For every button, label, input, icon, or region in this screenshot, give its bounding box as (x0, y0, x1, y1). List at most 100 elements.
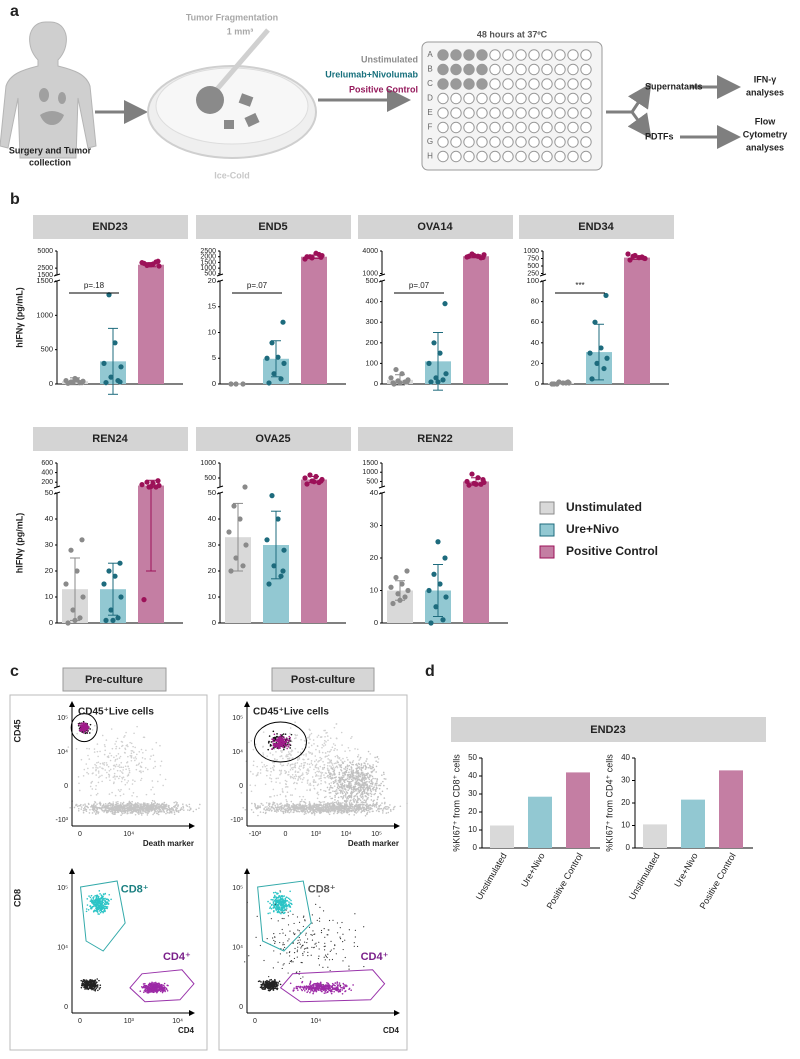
event-dot (360, 785, 362, 788)
event-dot (303, 758, 305, 761)
event-dot (296, 810, 298, 813)
event-dot (373, 799, 375, 802)
event-dot (140, 779, 142, 782)
header-box (519, 215, 674, 239)
event-dot (277, 777, 279, 780)
event-dot (303, 764, 305, 766)
event-dot (340, 785, 343, 788)
event-dot (126, 803, 128, 806)
event-dot (115, 740, 117, 743)
event-dot (140, 771, 142, 774)
event-dot (347, 807, 350, 810)
event-dot (334, 744, 337, 747)
event-dot (351, 803, 354, 806)
event-dot (349, 762, 352, 764)
event-dot (104, 749, 107, 752)
event-dot (319, 809, 321, 812)
event-dot (306, 789, 308, 791)
event-dot (298, 765, 301, 767)
well (437, 107, 449, 119)
plate-row: H (427, 152, 433, 161)
event-dot (355, 763, 357, 766)
event-dot (372, 777, 374, 780)
header-box (33, 427, 188, 451)
event-dot (92, 767, 94, 769)
event-dot (381, 790, 384, 793)
event-dot (313, 768, 315, 771)
event-dot (374, 777, 376, 780)
axis-break (216, 485, 224, 489)
event-dot (366, 812, 368, 815)
event-dot (347, 747, 350, 749)
petri-inner (155, 67, 309, 145)
event-dot (300, 800, 303, 803)
event-dot (142, 983, 145, 985)
event-dot (383, 797, 386, 799)
event-dot (129, 807, 132, 809)
event-dot (95, 810, 97, 812)
event-dot (318, 800, 321, 803)
event-dot (154, 760, 156, 763)
event-dot (134, 802, 137, 804)
event-dot (119, 809, 121, 812)
y-axis-label: %KI67⁺ from CD8⁺ cells (451, 754, 461, 852)
event-dot (305, 804, 308, 807)
event-dot (85, 979, 88, 981)
event-dot (367, 792, 369, 795)
event-dot (116, 811, 118, 814)
event-dot (134, 813, 137, 816)
event-dot (352, 806, 354, 808)
y-tick-label: 30 (45, 540, 53, 549)
event-dot (139, 810, 141, 812)
event-dot (329, 765, 331, 767)
plate-label: 48 hours at 37ºC (477, 29, 548, 39)
event-dot (91, 986, 94, 988)
event-dot (289, 727, 292, 729)
event-dot (373, 769, 375, 772)
event-dot (300, 808, 302, 811)
event-dot (153, 984, 156, 987)
event-dot (85, 810, 88, 813)
well (476, 92, 488, 105)
event-dot (333, 790, 336, 793)
event-dot (89, 728, 91, 730)
event-dot (242, 806, 244, 809)
event-dot (163, 801, 166, 804)
data-point (101, 360, 107, 366)
event-dot (352, 778, 355, 780)
event-dot (304, 802, 307, 804)
event-dot (104, 745, 106, 748)
event-dot (84, 809, 86, 811)
event-dot (118, 766, 121, 768)
y-tick-label: 0 (64, 1004, 68, 1011)
event-dot (352, 789, 355, 791)
well (502, 78, 514, 90)
event-dot (96, 981, 98, 984)
event-dot (294, 808, 296, 811)
event-dot (320, 773, 323, 775)
y-tick-label: 0 (374, 379, 378, 388)
event-dot (262, 811, 265, 814)
event-dot (347, 774, 350, 777)
event-dot (269, 796, 271, 798)
event-dot (328, 783, 331, 785)
event-dot (166, 988, 168, 991)
event-dot (105, 900, 107, 903)
event-dot (293, 781, 296, 784)
event-dot (97, 897, 99, 900)
event-dot (360, 769, 363, 772)
event-dot (312, 779, 315, 781)
event-dot (318, 751, 321, 754)
data-point (68, 547, 74, 553)
event-dot (271, 766, 274, 769)
event-dot (364, 804, 367, 807)
event-dot (109, 807, 111, 809)
data-point (589, 376, 595, 382)
y-tick-label: 2500 (200, 248, 216, 255)
event-dot (371, 782, 373, 785)
event-dot (95, 774, 97, 776)
event-dot (343, 791, 346, 793)
event-dot (329, 772, 332, 774)
event-dot (308, 752, 311, 754)
event-dot (137, 763, 140, 766)
